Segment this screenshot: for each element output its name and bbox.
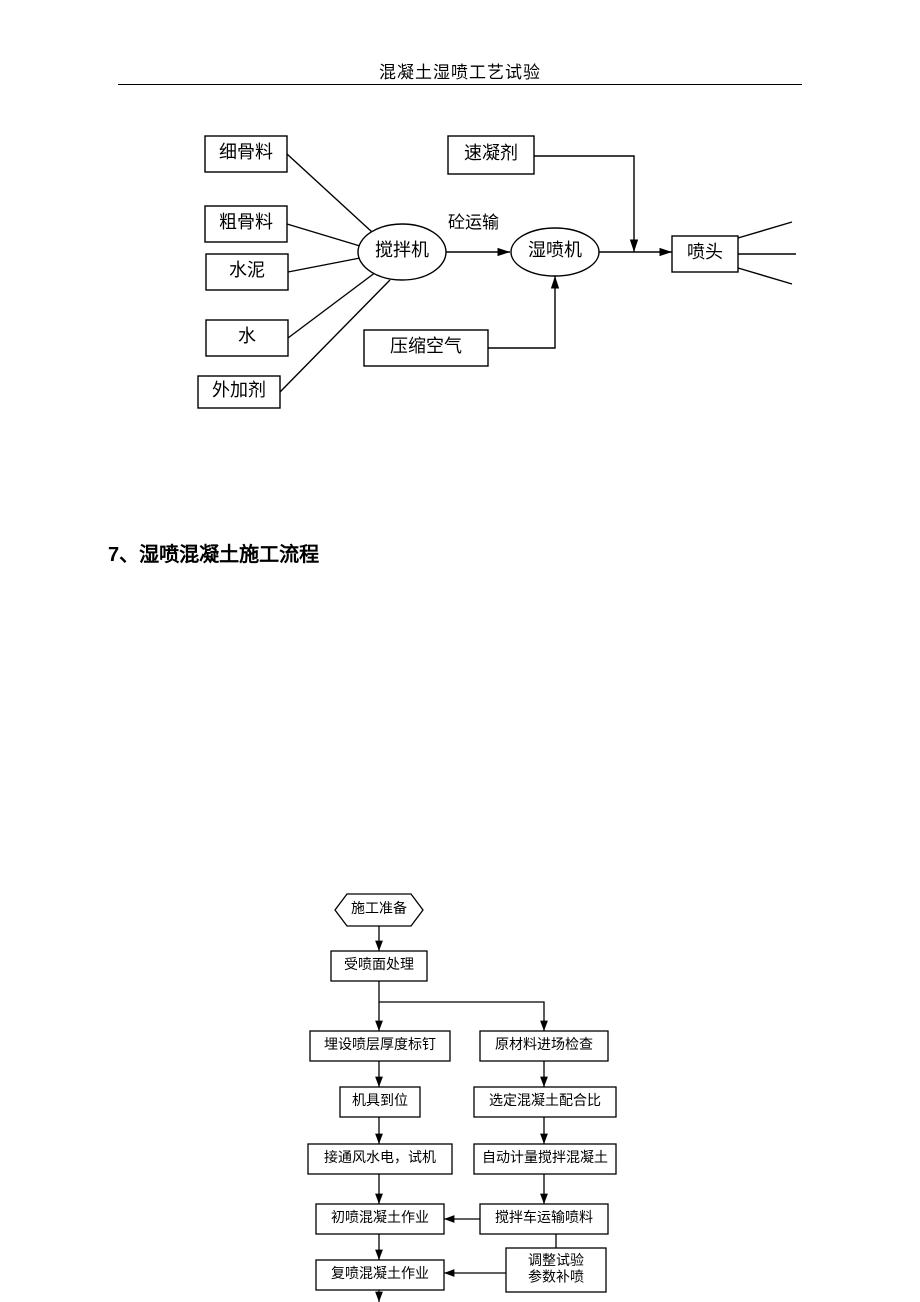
svg-text:粗骨料: 粗骨料	[219, 212, 273, 232]
svg-text:细骨料: 细骨料	[219, 142, 273, 162]
node-n_compair: 压缩空气	[364, 330, 488, 366]
svg-text:接通风水电，试机: 接通风水电，试机	[324, 1149, 436, 1166]
svg-text:速凝剂: 速凝剂	[464, 143, 518, 163]
flow-edge	[488, 276, 555, 348]
node-marker: 埋设喷层厚度标钉	[310, 1031, 450, 1061]
svg-text:原材料进场检查: 原材料进场检查	[495, 1037, 593, 1053]
node-prep: 施工准备	[335, 894, 423, 926]
node-spray2: 复喷混凝土作业	[316, 1260, 444, 1290]
svg-text:外加剂: 外加剂	[212, 380, 266, 400]
node-trans: 搅拌车运输喷料	[480, 1204, 608, 1234]
svg-text:喷头: 喷头	[687, 242, 723, 262]
node-tools: 机具到位	[340, 1087, 420, 1117]
node-n_accel: 速凝剂	[448, 136, 534, 174]
flow-edge	[288, 272, 376, 338]
node-n_nozzle: 喷头	[672, 236, 738, 272]
svg-text:水: 水	[238, 326, 256, 346]
svg-text:湿喷机: 湿喷机	[528, 240, 582, 260]
svg-text:搅拌车运输喷料: 搅拌车运输喷料	[495, 1209, 593, 1226]
node-mix: 选定混凝土配合比	[474, 1087, 616, 1117]
node-n_fine: 细骨料	[205, 136, 287, 172]
construction-flowchart: 施工准备受喷面处理埋设喷层厚度标钉机具到位接通风水电，试机初喷混凝土作业复喷混凝…	[0, 882, 920, 1302]
flow-edge	[287, 224, 360, 246]
node-adjust: 调整试验参数补喷	[506, 1248, 606, 1292]
flow-edge	[379, 1002, 544, 1031]
svg-text:选定混凝土配合比: 选定混凝土配合比	[489, 1093, 601, 1109]
node-surf: 受喷面处理	[331, 951, 427, 981]
process-diagram: 砼运输 细骨料粗骨料水泥水外加剂 速凝剂压缩空气 搅拌机 湿喷机 喷头	[0, 0, 920, 430]
node-conn: 接通风水电，试机	[308, 1144, 452, 1174]
svg-text:压缩空气: 压缩空气	[390, 336, 462, 356]
edge-label: 砼运输	[448, 213, 499, 232]
node-automix: 自动计量搅拌混凝土	[474, 1144, 616, 1174]
svg-text:调整试验: 调整试验	[528, 1253, 584, 1269]
svg-text:参数补喷: 参数补喷	[528, 1268, 584, 1285]
svg-text:自动计量搅拌混凝土: 自动计量搅拌混凝土	[482, 1150, 608, 1166]
svg-text:搅拌机: 搅拌机	[375, 240, 429, 260]
flow-edge	[287, 154, 372, 232]
svg-text:水泥: 水泥	[229, 260, 265, 280]
page: 混凝土湿喷工艺试验 砼运输 细骨料粗骨料水泥水外加剂速凝剂压缩空气搅拌机湿喷机喷…	[0, 0, 920, 1302]
node-n_wet: 湿喷机	[511, 228, 599, 276]
flow-edge	[288, 258, 360, 272]
section-heading: 7、湿喷混凝土施工流程	[108, 538, 319, 567]
svg-text:埋设喷层厚度标钉: 埋设喷层厚度标钉	[324, 1037, 436, 1053]
node-n_water: 水	[206, 320, 288, 356]
node-n_cement: 水泥	[206, 254, 288, 290]
node-n_coarse: 粗骨料	[205, 206, 287, 242]
svg-text:受喷面处理: 受喷面处理	[344, 957, 414, 973]
node-n_mixer: 搅拌机	[358, 224, 446, 280]
svg-text:施工准备: 施工准备	[351, 900, 407, 917]
node-n_addit: 外加剂	[198, 376, 280, 408]
svg-text:复喷混凝土作业: 复喷混凝土作业	[331, 1265, 429, 1282]
svg-text:机具到位: 机具到位	[352, 1093, 408, 1109]
node-spray1: 初喷混凝土作业	[316, 1204, 444, 1234]
svg-text:初喷混凝土作业: 初喷混凝土作业	[331, 1209, 429, 1226]
node-rawchk: 原材料进场检查	[480, 1031, 608, 1061]
